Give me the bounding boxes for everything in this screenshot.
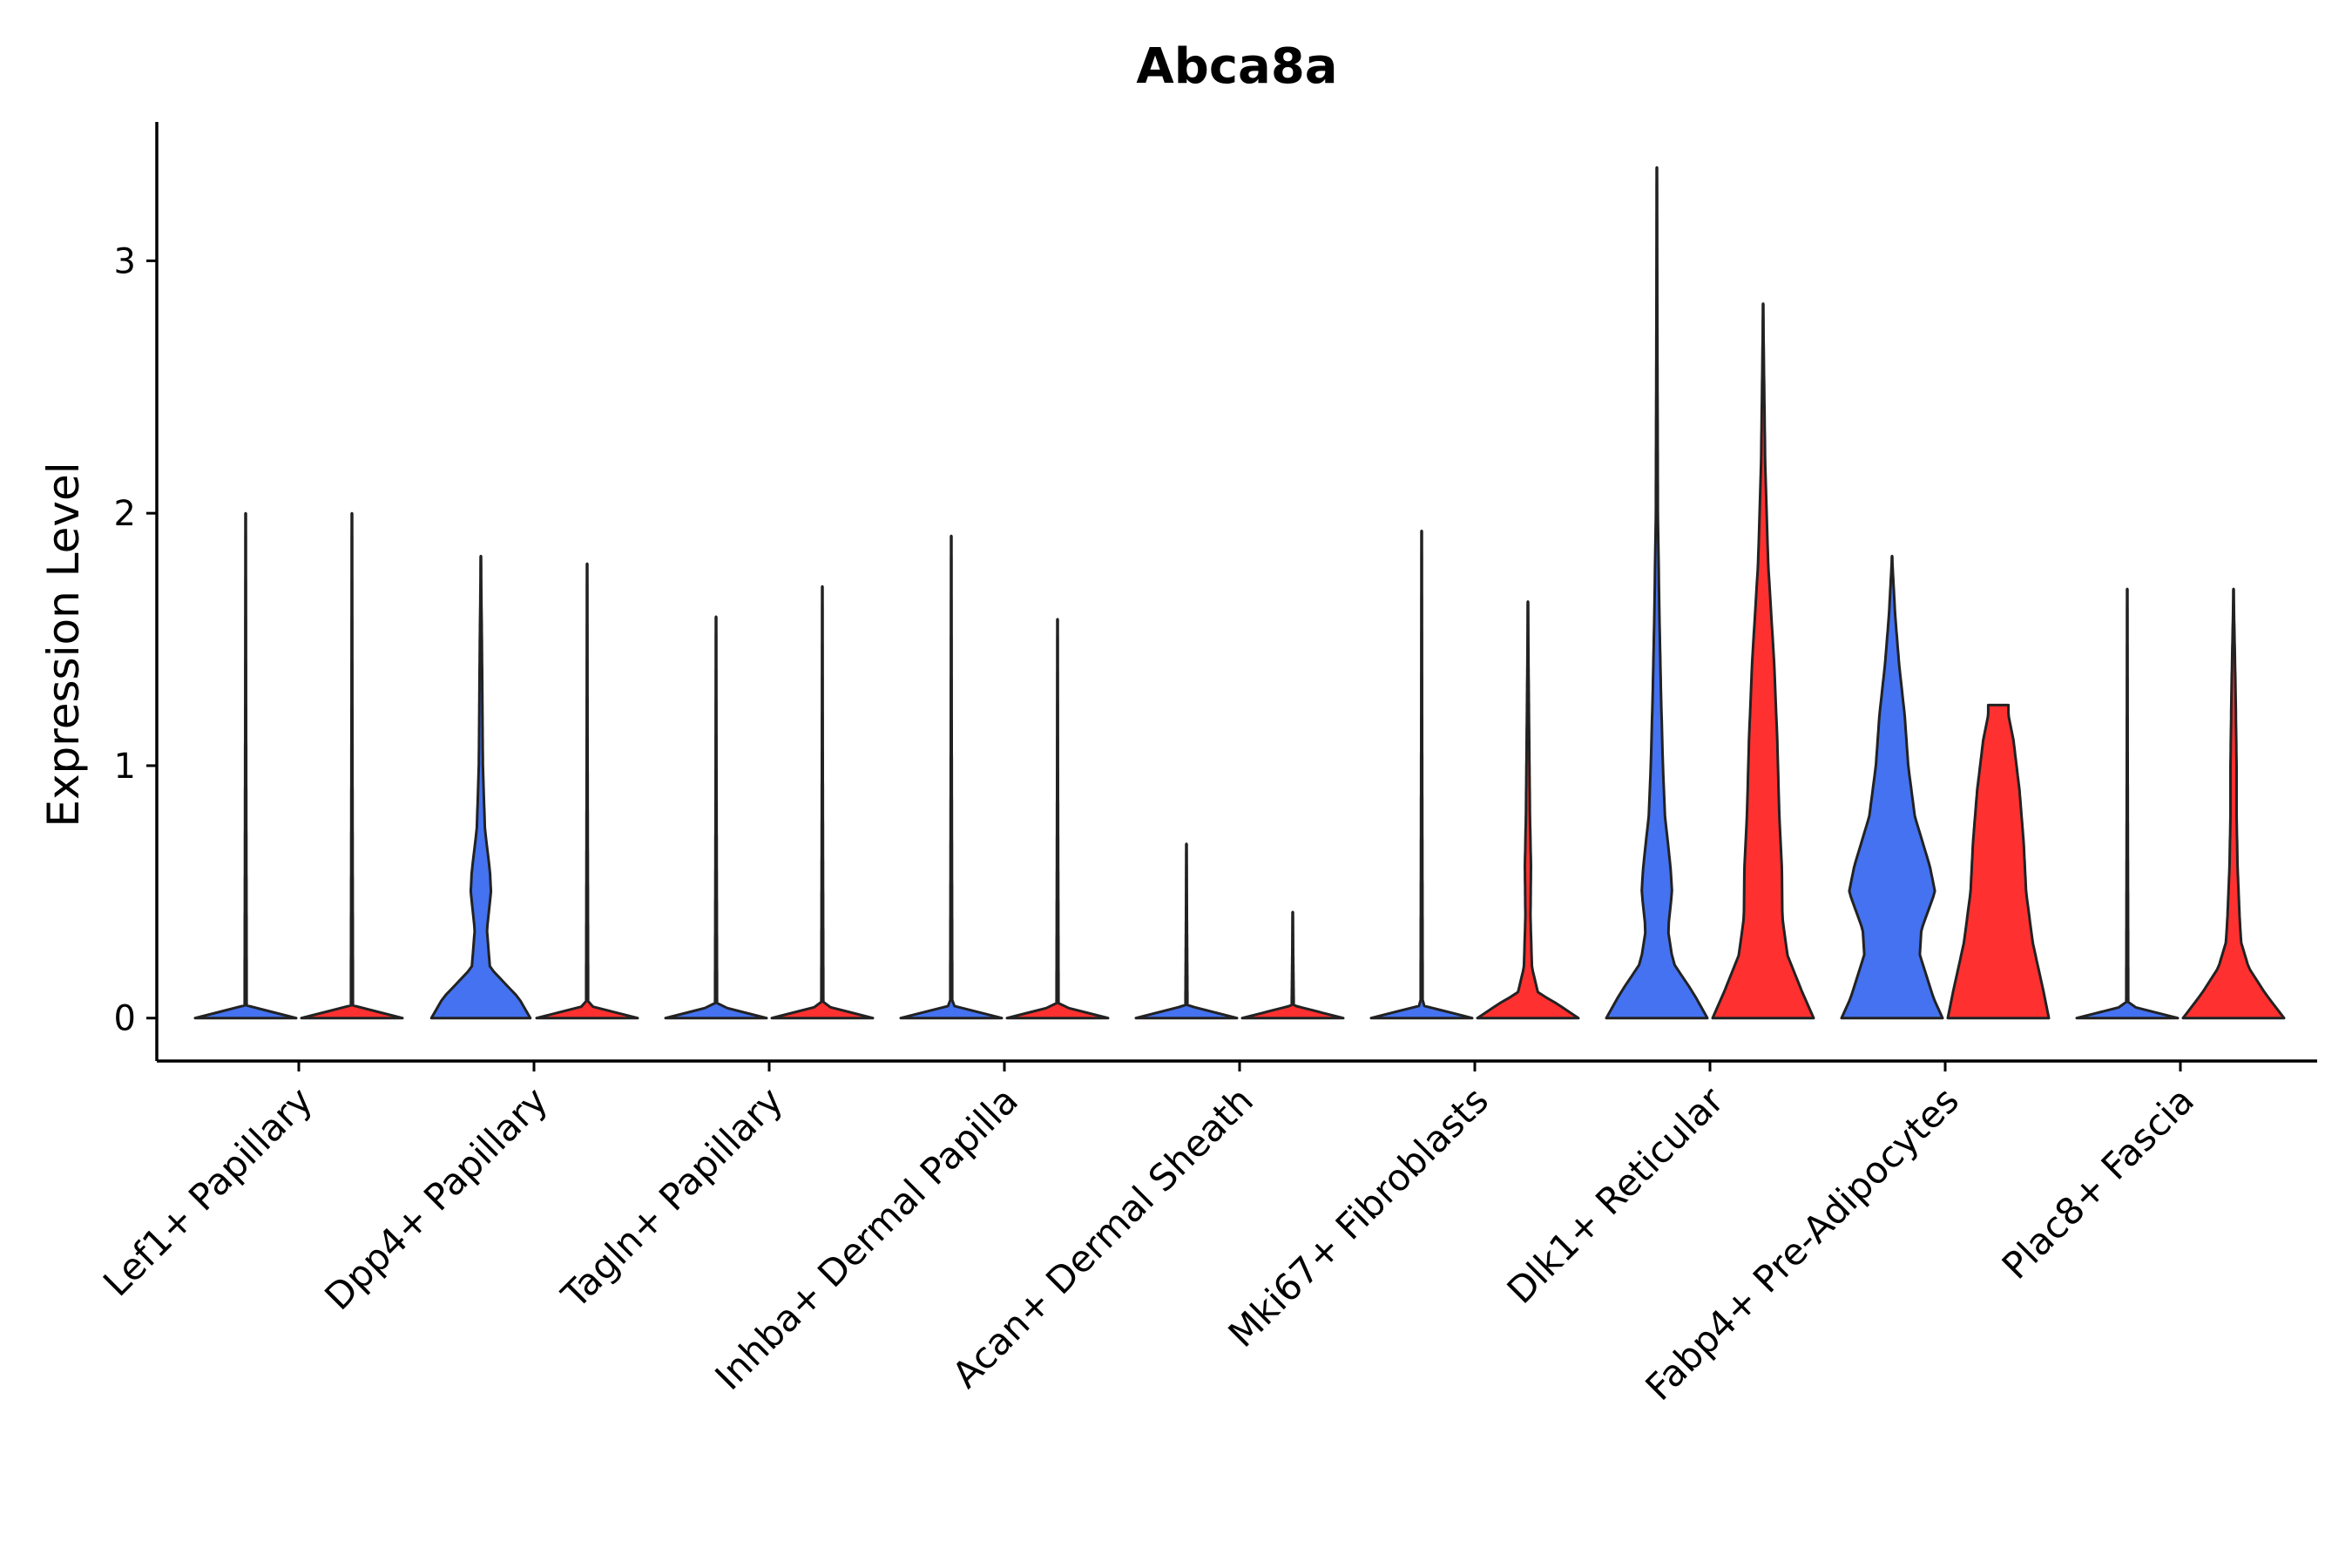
violin-group2-6 xyxy=(1476,600,1580,1020)
y-tick-label-0: 0 xyxy=(114,999,136,1039)
violin-group1-6 xyxy=(1369,530,1474,1020)
violin-group2-4 xyxy=(1005,618,1110,1020)
violin-group2-3 xyxy=(770,585,875,1020)
y-tick-label-2: 2 xyxy=(114,494,136,534)
violin-group1-9 xyxy=(2075,587,2180,1020)
y-axis-label: Expression Level xyxy=(38,462,89,827)
violin-group1-7 xyxy=(1605,166,1709,1020)
x-tick-label-2: Dpp4+ Papillary xyxy=(316,1078,556,1318)
violin-group1-1 xyxy=(193,511,298,1020)
violin-group2-7 xyxy=(1711,302,1815,1020)
violin-group2-1 xyxy=(300,511,404,1020)
y-tick-label-1: 1 xyxy=(114,747,136,787)
plot-area xyxy=(193,166,2286,1020)
x-tick-label-3: Tagln+ Papillary xyxy=(553,1078,791,1316)
violin-group1-3 xyxy=(664,615,768,1020)
violin-group1-2 xyxy=(429,554,532,1020)
chart-title: Abca8a xyxy=(1136,38,1337,95)
x-tick-label-1: Lef1+ Papillary xyxy=(95,1078,321,1304)
y-tick-label-3: 3 xyxy=(114,241,136,281)
violin-group2-2 xyxy=(535,562,639,1020)
violin-group1-8 xyxy=(1840,554,1944,1020)
violin-group1-4 xyxy=(899,534,1004,1020)
x-tick-label-9: Plac8+ Fascia xyxy=(1994,1078,2202,1287)
violin-group1-5 xyxy=(1134,842,1239,1020)
x-tick-label-7: Dlk1+ Reticular xyxy=(1499,1078,1733,1312)
violin-group2-5 xyxy=(1240,910,1345,1020)
violin-group2-8 xyxy=(1946,703,2051,1020)
x-tick-label-6: Mki67+ Fibroblasts xyxy=(1220,1078,1497,1355)
violin-group2-9 xyxy=(2181,587,2286,1020)
